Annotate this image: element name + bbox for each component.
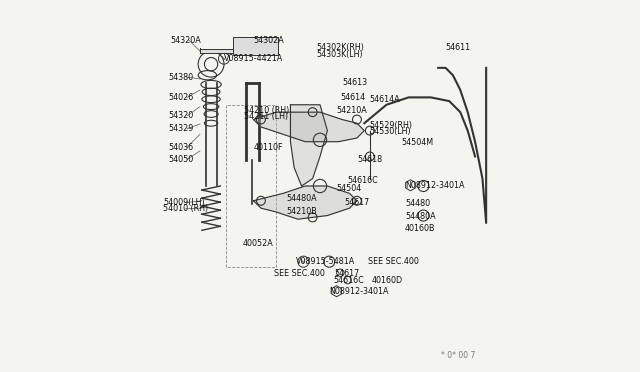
Text: 54010 (RH): 54010 (RH)	[163, 204, 208, 214]
Text: 54614A: 54614A	[370, 95, 401, 104]
FancyBboxPatch shape	[233, 37, 278, 55]
Text: 54210B: 54210B	[287, 206, 317, 216]
Text: 54530(LH): 54530(LH)	[370, 127, 412, 136]
Text: 40160B: 40160B	[405, 224, 435, 233]
Text: 40110F: 40110F	[253, 143, 283, 152]
Text: * 0* 00 7: * 0* 00 7	[441, 350, 475, 359]
Text: V: V	[301, 259, 305, 264]
Text: N08912-3401A: N08912-3401A	[329, 287, 388, 296]
Text: 54302A: 54302A	[253, 36, 284, 45]
Text: 54613: 54613	[342, 78, 367, 87]
Text: N08912-3401A: N08912-3401A	[405, 181, 465, 190]
Text: 40160D: 40160D	[372, 276, 403, 285]
Text: 54320: 54320	[168, 111, 194, 121]
Text: 54210A: 54210A	[337, 106, 367, 115]
Text: 54611: 54611	[445, 43, 470, 52]
Text: 54504M: 54504M	[401, 138, 433, 147]
Text: 54616C: 54616C	[348, 176, 378, 185]
Text: SEE SEC.400: SEE SEC.400	[274, 269, 324, 278]
Text: SEE SEC.400: SEE SEC.400	[368, 257, 419, 266]
Text: 54480: 54480	[405, 199, 430, 208]
Text: 54009(LH): 54009(LH)	[163, 198, 205, 207]
Text: 54529(RH): 54529(RH)	[370, 121, 413, 129]
Text: 54303K(LH): 54303K(LH)	[316, 51, 363, 60]
Text: 40052A: 40052A	[243, 239, 273, 248]
Text: V08915-5481A: V08915-5481A	[296, 257, 355, 266]
Text: 54211 (LH): 54211 (LH)	[244, 112, 289, 121]
Text: 54480A: 54480A	[287, 195, 317, 203]
Text: 54504: 54504	[337, 185, 362, 193]
FancyBboxPatch shape	[200, 49, 233, 53]
Text: 54614: 54614	[340, 93, 365, 102]
Text: V08915-4421A: V08915-4421A	[224, 54, 284, 63]
Text: 54036: 54036	[168, 143, 194, 152]
Polygon shape	[291, 105, 328, 186]
Text: 54329: 54329	[168, 124, 194, 133]
Text: 54618: 54618	[357, 155, 382, 164]
Text: 54617: 54617	[344, 198, 369, 207]
Text: 54380: 54380	[168, 73, 194, 81]
Text: 54302K(RH): 54302K(RH)	[316, 43, 364, 52]
Text: 54320A: 54320A	[170, 36, 201, 45]
Polygon shape	[253, 112, 364, 142]
Text: 54026: 54026	[168, 93, 194, 102]
Text: 54050: 54050	[168, 155, 194, 164]
Text: V: V	[222, 56, 226, 61]
Text: 54616C: 54616C	[333, 276, 364, 285]
Text: 54617: 54617	[335, 269, 360, 278]
Polygon shape	[253, 186, 357, 219]
Text: 54480A: 54480A	[405, 212, 436, 221]
Text: 54210 (RH): 54210 (RH)	[244, 106, 289, 115]
